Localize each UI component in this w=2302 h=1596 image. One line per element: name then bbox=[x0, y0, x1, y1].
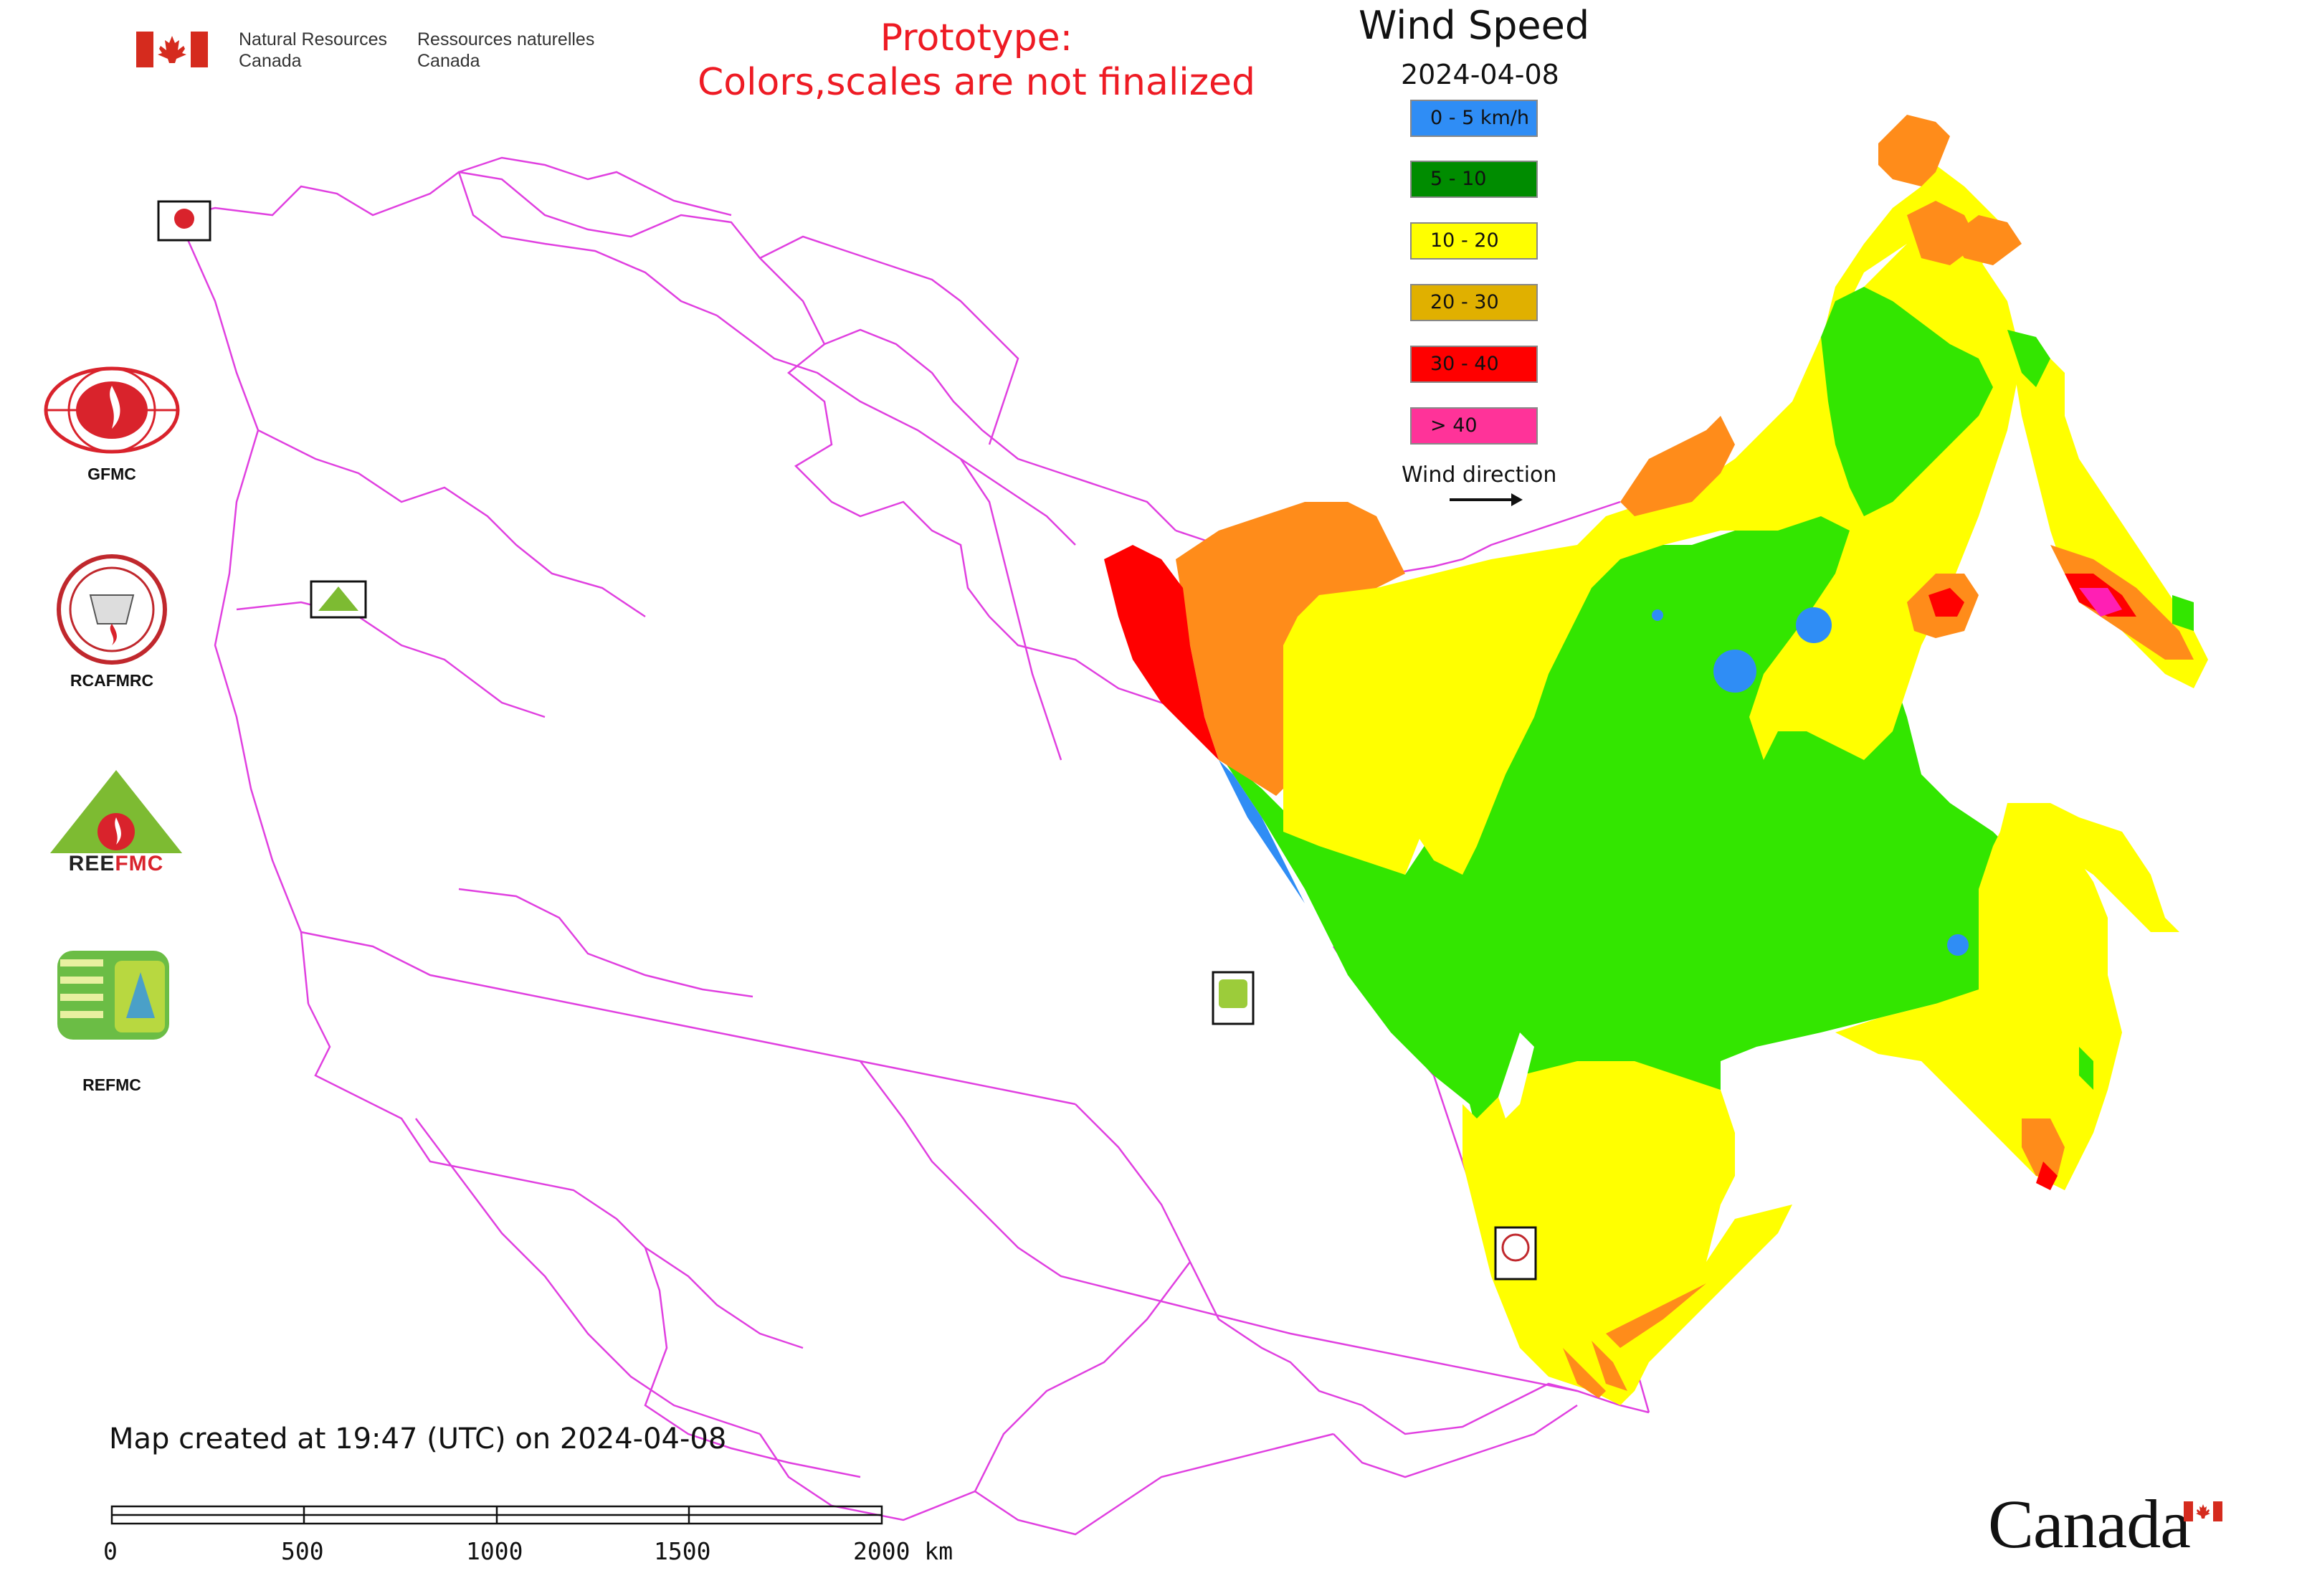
legend-item-10-20: 10 - 20 bbox=[1410, 222, 1538, 260]
reefmc-emblem-icon bbox=[40, 770, 192, 869]
prototype-notice-line1: Prototype: bbox=[880, 16, 1073, 60]
org-name-fr-line2: Canada bbox=[417, 51, 480, 71]
reefmc-logo[interactable]: REEFMC bbox=[37, 767, 195, 875]
rcafmrc-logo[interactable]: RCAFMRC bbox=[40, 552, 184, 690]
wind-direction-label: Wind direction bbox=[1402, 462, 1557, 488]
org-name-fr: Ressources naturelles Canada bbox=[417, 29, 594, 72]
scale-bar bbox=[110, 1505, 883, 1525]
wind-speed-field bbox=[1104, 115, 2208, 1405]
legend-item-label: 5 - 10 bbox=[1430, 168, 1487, 190]
gfmc-logo[interactable]: GFMC bbox=[40, 364, 184, 483]
rcafmrc-label: RCAFMRC bbox=[70, 671, 154, 690]
org-name-en: Natural Resources Canada bbox=[239, 29, 387, 72]
scale-label-500: 500 bbox=[281, 1537, 324, 1565]
refmc-label: REFMC bbox=[82, 1075, 141, 1094]
scale-label-1500: 1500 bbox=[654, 1537, 711, 1565]
canada-wordmark-flag-icon bbox=[2184, 1501, 2222, 1521]
wind-direction-arrow bbox=[1450, 493, 1523, 506]
gfmc-label: GFMC bbox=[87, 465, 136, 483]
canada-wordmark: Canada bbox=[1988, 1486, 2191, 1562]
legend-item-label: 20 - 30 bbox=[1430, 291, 1499, 313]
legend-title: Wind Speed bbox=[1359, 3, 1590, 48]
refmc-logo[interactable]: REFMC bbox=[40, 946, 184, 1097]
org-name-en-line1: Natural Resources bbox=[239, 29, 388, 49]
country-boundaries bbox=[157, 156, 1650, 1536]
map-created-note: Map created at 19:47 (UTC) on 2024-04-08 bbox=[109, 1422, 727, 1455]
legend-item-20-30: 20 - 30 bbox=[1410, 284, 1538, 321]
refmc-emblem-icon bbox=[57, 951, 169, 1040]
org-name-fr-line1: Ressources naturelles bbox=[417, 29, 595, 49]
scale-label-1000: 1000 bbox=[466, 1537, 523, 1565]
rcafmrc-marker bbox=[1494, 1226, 1537, 1281]
scale-label-2000: 2000 km bbox=[853, 1537, 953, 1565]
legend-item-label: 0 - 5 km/h bbox=[1430, 107, 1529, 129]
legend-date: 2024-04-08 bbox=[1401, 59, 1559, 90]
legend-item-label: 30 - 40 bbox=[1430, 353, 1499, 375]
org-name-en-line2: Canada bbox=[239, 51, 302, 71]
canada-flag-icon bbox=[136, 32, 208, 67]
prototype-notice-line2: Colors,scales are not finalized bbox=[697, 61, 1256, 104]
gfmc-emblem-icon bbox=[44, 366, 180, 454]
legend-item-label: 10 - 20 bbox=[1430, 229, 1499, 252]
legend-item-label: > 40 bbox=[1430, 414, 1478, 437]
prototype-notice: Prototype: Colors,scales are not finaliz… bbox=[618, 16, 1335, 105]
legend-item-5-10: 5 - 10 bbox=[1410, 161, 1538, 198]
map-logo-markers bbox=[157, 200, 1537, 1281]
reefmc-logo-text: REEFMC bbox=[68, 852, 164, 875]
legend-item-0-5: 0 - 5 km/h bbox=[1410, 100, 1538, 137]
legend-item-30-40: 30 - 40 bbox=[1410, 346, 1538, 383]
scale-label-0: 0 bbox=[103, 1537, 118, 1565]
rcafmrc-emblem-icon bbox=[57, 554, 167, 665]
legend-item-over-40: > 40 bbox=[1410, 407, 1538, 445]
